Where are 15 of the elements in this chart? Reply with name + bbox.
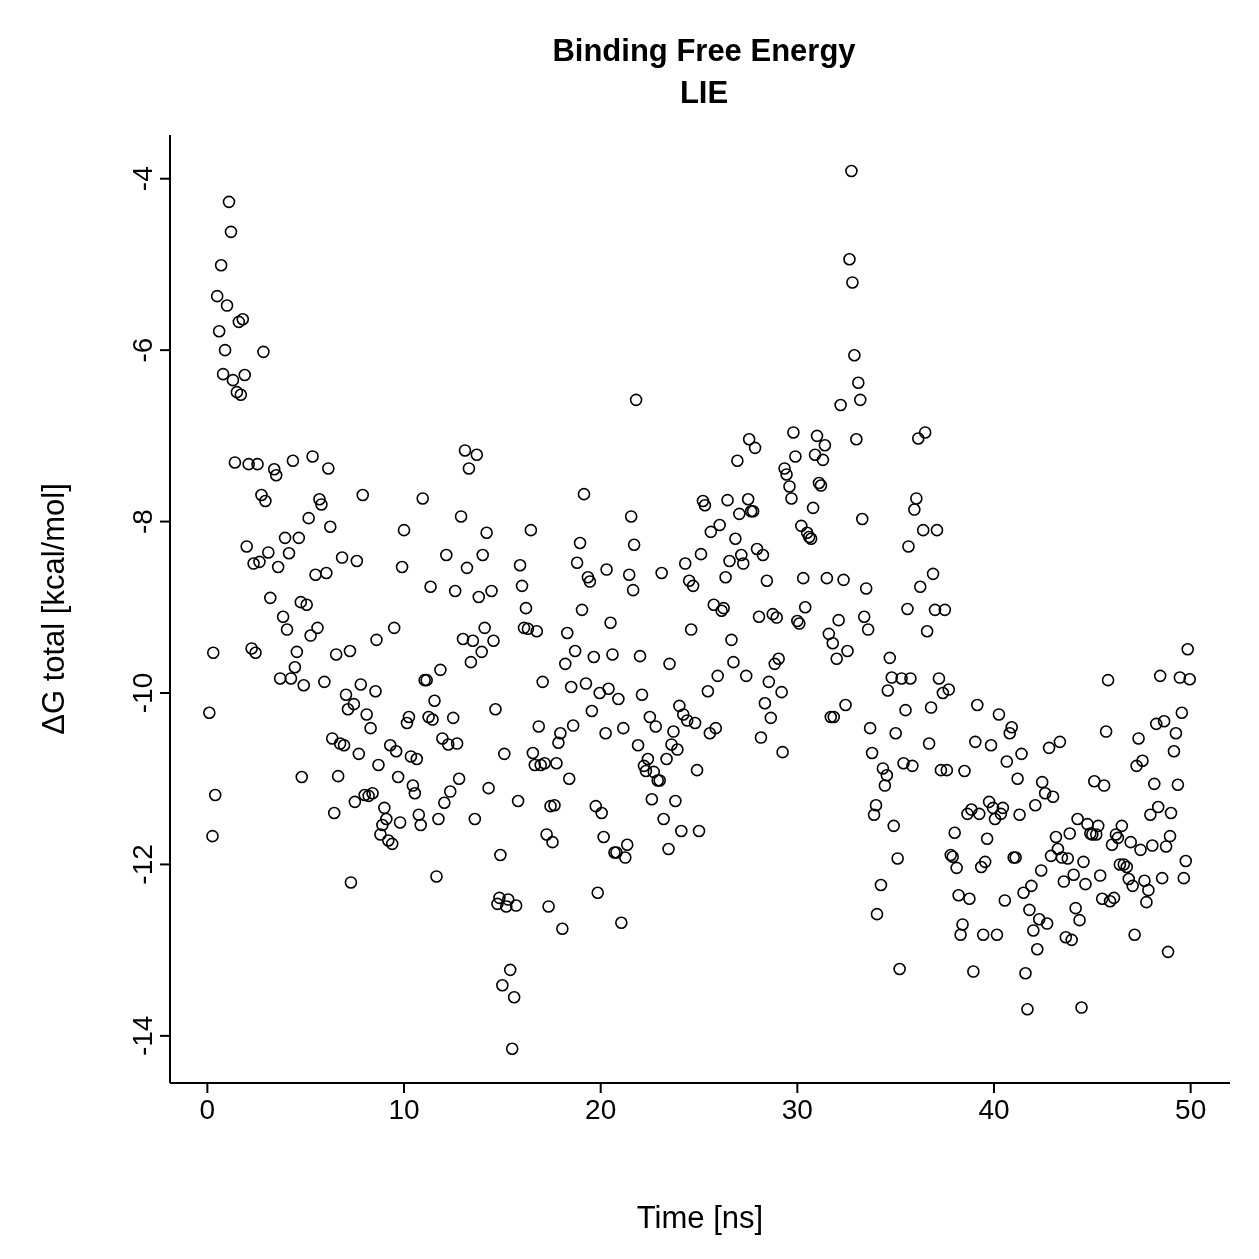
x-tick-label: 0 bbox=[199, 1094, 216, 1125]
y-tick-label: -6 bbox=[127, 337, 158, 363]
y-tick-label: -4 bbox=[127, 166, 158, 192]
y-tick-label: -12 bbox=[127, 844, 158, 885]
y-tick-label: -8 bbox=[127, 509, 158, 535]
y-tick-label: -10 bbox=[127, 672, 158, 714]
x-tick-label: 30 bbox=[781, 1094, 813, 1125]
x-tick-label: 20 bbox=[585, 1094, 617, 1125]
x-tick-label: 40 bbox=[978, 1094, 1010, 1125]
x-axis-title: Time [ns] bbox=[636, 1200, 764, 1235]
y-tick-label: -14 bbox=[127, 1015, 158, 1057]
x-tick-label: 10 bbox=[388, 1094, 420, 1125]
x-tick-label: 50 bbox=[1175, 1094, 1207, 1125]
y-axis-title: ΔG total [kcal/mol] bbox=[36, 483, 72, 735]
chart-title: Binding Free Energy LIE bbox=[551, 32, 857, 112]
